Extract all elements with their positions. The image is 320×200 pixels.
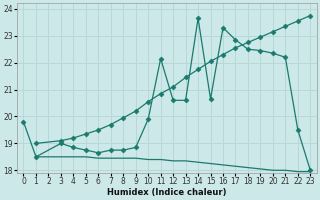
X-axis label: Humidex (Indice chaleur): Humidex (Indice chaleur): [107, 188, 227, 197]
